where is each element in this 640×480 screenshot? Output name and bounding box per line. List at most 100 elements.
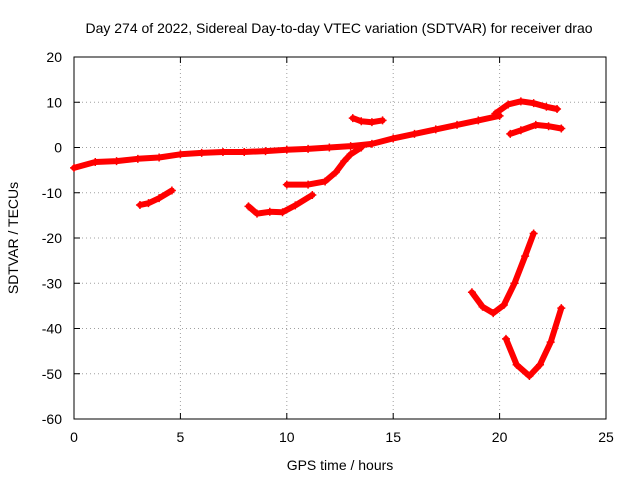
data-point bbox=[453, 120, 462, 129]
series-line bbox=[349, 115, 386, 126]
data-point bbox=[155, 153, 164, 162]
data-series bbox=[70, 97, 566, 381]
data-point bbox=[529, 229, 538, 238]
data-point bbox=[112, 157, 121, 166]
data-point bbox=[304, 180, 313, 189]
data-point bbox=[308, 191, 317, 200]
data-point bbox=[510, 279, 519, 288]
data-point bbox=[544, 122, 553, 131]
data-point bbox=[536, 360, 545, 369]
data-point bbox=[431, 125, 440, 134]
data-point bbox=[512, 360, 521, 369]
data-point bbox=[265, 207, 274, 216]
data-point bbox=[542, 102, 551, 111]
data-point bbox=[346, 142, 355, 151]
x-tick-label: 5 bbox=[177, 429, 185, 445]
data-point bbox=[546, 338, 555, 347]
data-point bbox=[70, 163, 78, 172]
series-arc-early bbox=[135, 186, 176, 209]
data-point bbox=[474, 116, 483, 125]
data-point bbox=[557, 304, 566, 313]
y-tick-label: 10 bbox=[46, 94, 62, 110]
data-point bbox=[367, 118, 376, 127]
data-point bbox=[346, 150, 355, 159]
data-point bbox=[516, 126, 525, 135]
data-point bbox=[176, 150, 185, 159]
data-point bbox=[489, 309, 498, 318]
y-tick-label: -40 bbox=[42, 321, 62, 337]
data-point bbox=[521, 252, 530, 261]
data-point bbox=[389, 134, 398, 143]
data-point bbox=[331, 168, 340, 177]
y-axis-label: SDTVAR / TECUs bbox=[5, 182, 21, 294]
data-point bbox=[91, 157, 100, 166]
y-tick-label: -60 bbox=[42, 411, 62, 427]
data-point bbox=[357, 117, 366, 126]
series-line bbox=[245, 192, 316, 217]
x-tick-label: 15 bbox=[385, 429, 401, 445]
data-point bbox=[282, 180, 291, 189]
x-axis-label: GPS time / hours bbox=[287, 457, 394, 473]
data-point bbox=[516, 97, 525, 106]
series-arc-morning bbox=[244, 191, 317, 218]
data-point bbox=[557, 124, 566, 133]
series-line bbox=[137, 187, 175, 208]
data-point bbox=[304, 144, 313, 153]
y-tick-label: -10 bbox=[42, 185, 62, 201]
data-point bbox=[367, 139, 376, 148]
data-point bbox=[525, 372, 534, 381]
series-arc-climb bbox=[282, 143, 366, 189]
data-point bbox=[553, 105, 562, 114]
series-dip-1 bbox=[467, 229, 538, 318]
data-point bbox=[499, 300, 508, 309]
chart-title: Day 274 of 2022, Sidereal Day-to-day VTE… bbox=[85, 20, 592, 36]
y-tick-label: -50 bbox=[42, 366, 62, 382]
data-point bbox=[155, 194, 164, 203]
data-point bbox=[506, 129, 515, 138]
series-dip-2 bbox=[501, 304, 566, 381]
data-point bbox=[218, 148, 227, 157]
x-tick-label: 0 bbox=[70, 429, 78, 445]
x-tick-label: 25 bbox=[598, 429, 614, 445]
data-point bbox=[144, 199, 153, 208]
data-point bbox=[321, 177, 330, 186]
data-point bbox=[378, 116, 387, 125]
y-tick-label: 0 bbox=[54, 140, 62, 156]
data-point bbox=[325, 143, 334, 152]
series-main-track bbox=[70, 111, 504, 172]
axis-ticks bbox=[73, 56, 607, 420]
series-line bbox=[503, 305, 565, 379]
data-point bbox=[135, 200, 144, 209]
data-point bbox=[197, 148, 206, 157]
data-point bbox=[467, 288, 476, 297]
series-arc-late bbox=[506, 120, 566, 138]
data-point bbox=[531, 120, 540, 129]
series-arc-13h bbox=[348, 114, 387, 127]
series-arc-peak bbox=[491, 97, 562, 118]
grid bbox=[74, 57, 606, 419]
x-tick-labels: 0 5 10 15 20 25 bbox=[70, 429, 614, 445]
data-point bbox=[244, 202, 253, 211]
data-point bbox=[478, 302, 487, 311]
data-point bbox=[261, 147, 270, 156]
data-point bbox=[410, 129, 419, 138]
data-point bbox=[278, 208, 287, 217]
data-point bbox=[291, 201, 300, 210]
data-point bbox=[167, 186, 176, 195]
y-tick-label: -20 bbox=[42, 230, 62, 246]
data-point bbox=[357, 143, 366, 152]
series-line bbox=[468, 230, 537, 317]
data-point bbox=[240, 148, 249, 157]
y-tick-label: -30 bbox=[42, 275, 62, 291]
data-point bbox=[501, 334, 510, 343]
data-point bbox=[340, 157, 349, 166]
data-point bbox=[133, 154, 142, 163]
data-point bbox=[504, 100, 513, 109]
data-point bbox=[348, 114, 357, 123]
data-point bbox=[491, 109, 500, 118]
y-tick-labels: -60 -50 -40 -30 -20 -10 0 10 20 bbox=[42, 49, 62, 427]
x-tick-label: 10 bbox=[279, 429, 295, 445]
data-point bbox=[529, 99, 538, 108]
data-point bbox=[282, 145, 291, 154]
